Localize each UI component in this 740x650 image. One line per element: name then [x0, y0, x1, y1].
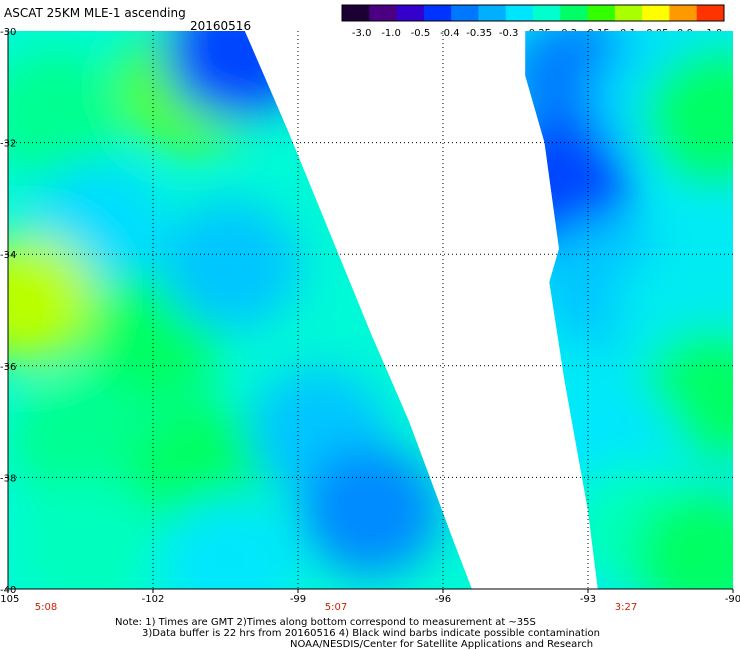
chart-date: 20160516 [190, 19, 252, 33]
wind-region [8, 233, 98, 364]
colorbar-tick-label: -0.5 [411, 28, 431, 39]
colorbar-tick-label: -3.0 [352, 28, 372, 39]
y-tick-label: -32 [0, 139, 16, 150]
x-tick-label: -90 [725, 594, 740, 605]
colorbar-segment [533, 5, 561, 21]
x-tick-label: -105 [0, 594, 19, 605]
time-label: 3:27 [615, 602, 637, 613]
x-tick-label: -99 [290, 594, 306, 605]
colorbar-tick-label: -1.0 [381, 28, 401, 39]
colorbar-segment [342, 5, 370, 21]
y-tick-label: -30 [0, 27, 16, 38]
colorbar-segment [696, 5, 725, 21]
grid [8, 31, 733, 589]
colorbar-segment [614, 5, 643, 21]
colorbar-segment [423, 5, 452, 21]
colorbar-tick-label: -0.3 [499, 28, 519, 39]
colorbar-segment [451, 5, 479, 21]
time-label: 5:08 [35, 602, 57, 613]
note-line-1: Note: 1) Times are GMT 2)Times along bot… [115, 617, 536, 628]
note-line-3: NOAA/NESDIS/Center for Satellite Applica… [290, 639, 594, 650]
colorbar-segment [669, 5, 698, 21]
colorbar-segment [478, 5, 507, 21]
colorbar-segment [396, 5, 425, 21]
wind-region [10, 373, 151, 504]
y-tick-label: -34 [0, 250, 16, 261]
x-tick-label: -96 [435, 594, 451, 605]
colorbar-tick-label: -0.35 [466, 28, 492, 39]
colorbar-tick-label: -0.4 [440, 28, 460, 39]
wind-region [634, 490, 733, 589]
swath-0 [8, 31, 472, 589]
swath-1 [525, 31, 733, 589]
colorbar-segment [642, 5, 670, 21]
colorbar-segment [369, 5, 398, 21]
wind-region [8, 49, 127, 180]
wind-region [643, 49, 733, 180]
colorbar-segment [587, 5, 616, 21]
y-tick-label: -40 [0, 585, 16, 596]
wind-region [160, 200, 301, 331]
y-tick-label: -38 [0, 473, 16, 484]
time-label: 5:07 [325, 602, 347, 613]
colorbar-segment [560, 5, 589, 21]
wind-region [300, 445, 441, 576]
colorbar-segment [505, 5, 534, 21]
y-tick-label: -36 [0, 362, 16, 373]
wind-region [160, 496, 301, 589]
wind-region [15, 479, 156, 589]
colorbar-frame [341, 4, 725, 22]
chart-title: ASCAT 25KM MLE-1 ascending [4, 6, 186, 20]
x-tick-label: -102 [142, 594, 165, 605]
wind-region [643, 328, 733, 459]
x-tick-label: -93 [580, 594, 596, 605]
note-line-2: 3)Data buffer is 22 hrs from 20160516 4)… [142, 628, 600, 639]
